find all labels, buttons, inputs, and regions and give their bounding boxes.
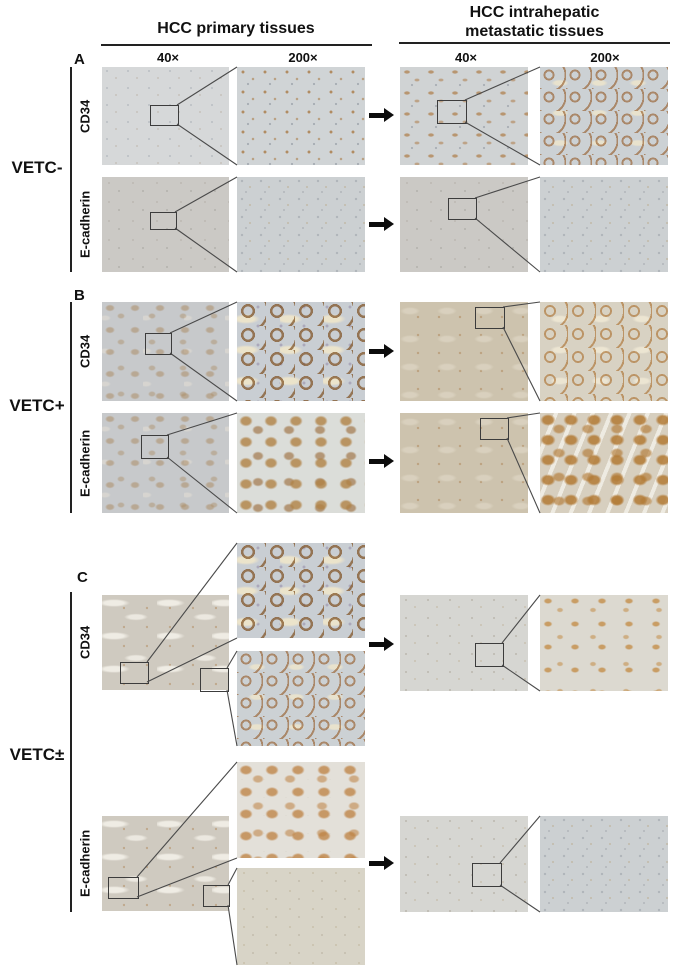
row-label-B-cd34: CD34 (77, 334, 93, 369)
micrograph-A-ecadherin-primary-200x (237, 177, 365, 272)
flow-arrow-A-cd34 right-arrow-icon (369, 108, 394, 122)
micrograph-C-cd34-metastatic-200x (540, 595, 668, 691)
group-label-vetc-plusminus: VETC± (9, 745, 65, 764)
row-label-C-ecadherin: E-cadherin (77, 829, 93, 898)
micrograph-B-cd34-primary-200x (237, 302, 365, 401)
panel-letter-B: B (74, 287, 85, 304)
micrograph-A-cd34-primary-200x (237, 67, 365, 165)
roi-box-A-ecadherin-metastatic (448, 198, 477, 220)
row-label-C-cd34: CD34 (77, 625, 93, 660)
roi-box-C-cd34-primary-upper (120, 662, 149, 684)
roi-box-A-cd34-metastatic (437, 100, 467, 124)
primary-header-underline (101, 44, 372, 46)
roi-box-B-cd34-primary (145, 333, 172, 355)
metastatic-tissues-header: HCC intrahepatic metastatic tissues (399, 3, 670, 41)
roi-box-B-ecadherin-metastatic (480, 418, 509, 440)
panel-B-bracket (70, 302, 72, 513)
micrograph-C-cd34-metastatic-40x (400, 595, 528, 691)
micrograph-C-cd34-primary-200x-upper (237, 543, 365, 638)
roi-box-A-cd34-primary (150, 105, 179, 126)
flow-arrow-C-ecadherin right-arrow-icon (369, 856, 394, 870)
roi-box-C-cd34-metastatic (475, 643, 504, 667)
panel-letter-A: A (74, 51, 85, 68)
micrograph-C-cd34-primary-200x-lower (237, 651, 365, 746)
micrograph-A-ecadherin-metastatic-40x (400, 177, 528, 272)
micrograph-B-ecadherin-metastatic-200x (540, 413, 668, 513)
row-label-B-ecadherin: E-cadherin (77, 429, 93, 497)
roi-box-A-ecadherin-primary (150, 212, 177, 230)
flow-arrow-B-cd34 right-arrow-icon (369, 344, 394, 358)
panel-C-bracket (70, 592, 72, 912)
micrograph-A-cd34-metastatic-200x (540, 67, 668, 165)
flow-arrow-C-cd34 right-arrow-icon (369, 637, 394, 651)
row-label-A-ecadherin: E-cadherin (77, 190, 93, 259)
micrograph-B-ecadherin-primary-40x (102, 413, 229, 513)
micrograph-B-ecadherin-primary-200x (237, 413, 365, 513)
row-label-A-cd34: CD34 (77, 99, 93, 133)
roi-box-C-ecadherin-primary-lower (203, 885, 230, 907)
panel-A-bracket (70, 67, 72, 272)
primary-tissues-header: HCC primary tissues (157, 20, 315, 37)
micrograph-C-ecadherin-primary-200x-upper (237, 762, 365, 858)
flow-arrow-B-ecadherin right-arrow-icon (369, 454, 394, 468)
flow-arrow-A-ecadherin right-arrow-icon (369, 217, 394, 231)
micrograph-C-ecadherin-metastatic-200x (540, 816, 668, 912)
micrograph-B-cd34-metastatic-200x (540, 302, 668, 401)
roi-box-C-cd34-primary-lower (200, 668, 229, 692)
panel-letter-C: C (77, 569, 88, 586)
mag-label-primary-200x: 200× (288, 50, 318, 65)
mag-label-metastatic-40x: 40× (454, 50, 478, 65)
roi-box-B-ecadherin-primary (141, 435, 169, 459)
group-label-vetc-positive: VETC+ (9, 396, 65, 415)
roi-box-C-ecadherin-metastatic (472, 863, 502, 887)
metastatic-header-line1: HCC intrahepatic (469, 4, 600, 21)
micrograph-C-ecadherin-metastatic-40x (400, 816, 528, 912)
metastatic-header-underline (399, 42, 670, 44)
micrograph-B-cd34-metastatic-40x (400, 302, 528, 401)
mag-label-primary-40x: 40× (156, 50, 180, 65)
micrograph-C-ecadherin-primary-200x-lower (237, 868, 365, 965)
roi-box-B-cd34-metastatic (475, 307, 505, 329)
group-label-vetc-negative: VETC- (11, 158, 63, 177)
mag-label-metastatic-200x: 200× (590, 50, 620, 65)
micrograph-A-ecadherin-metastatic-200x (540, 177, 668, 272)
roi-box-C-ecadherin-primary-upper (108, 877, 139, 899)
metastatic-header-line2: metastatic tissues (465, 23, 604, 41)
